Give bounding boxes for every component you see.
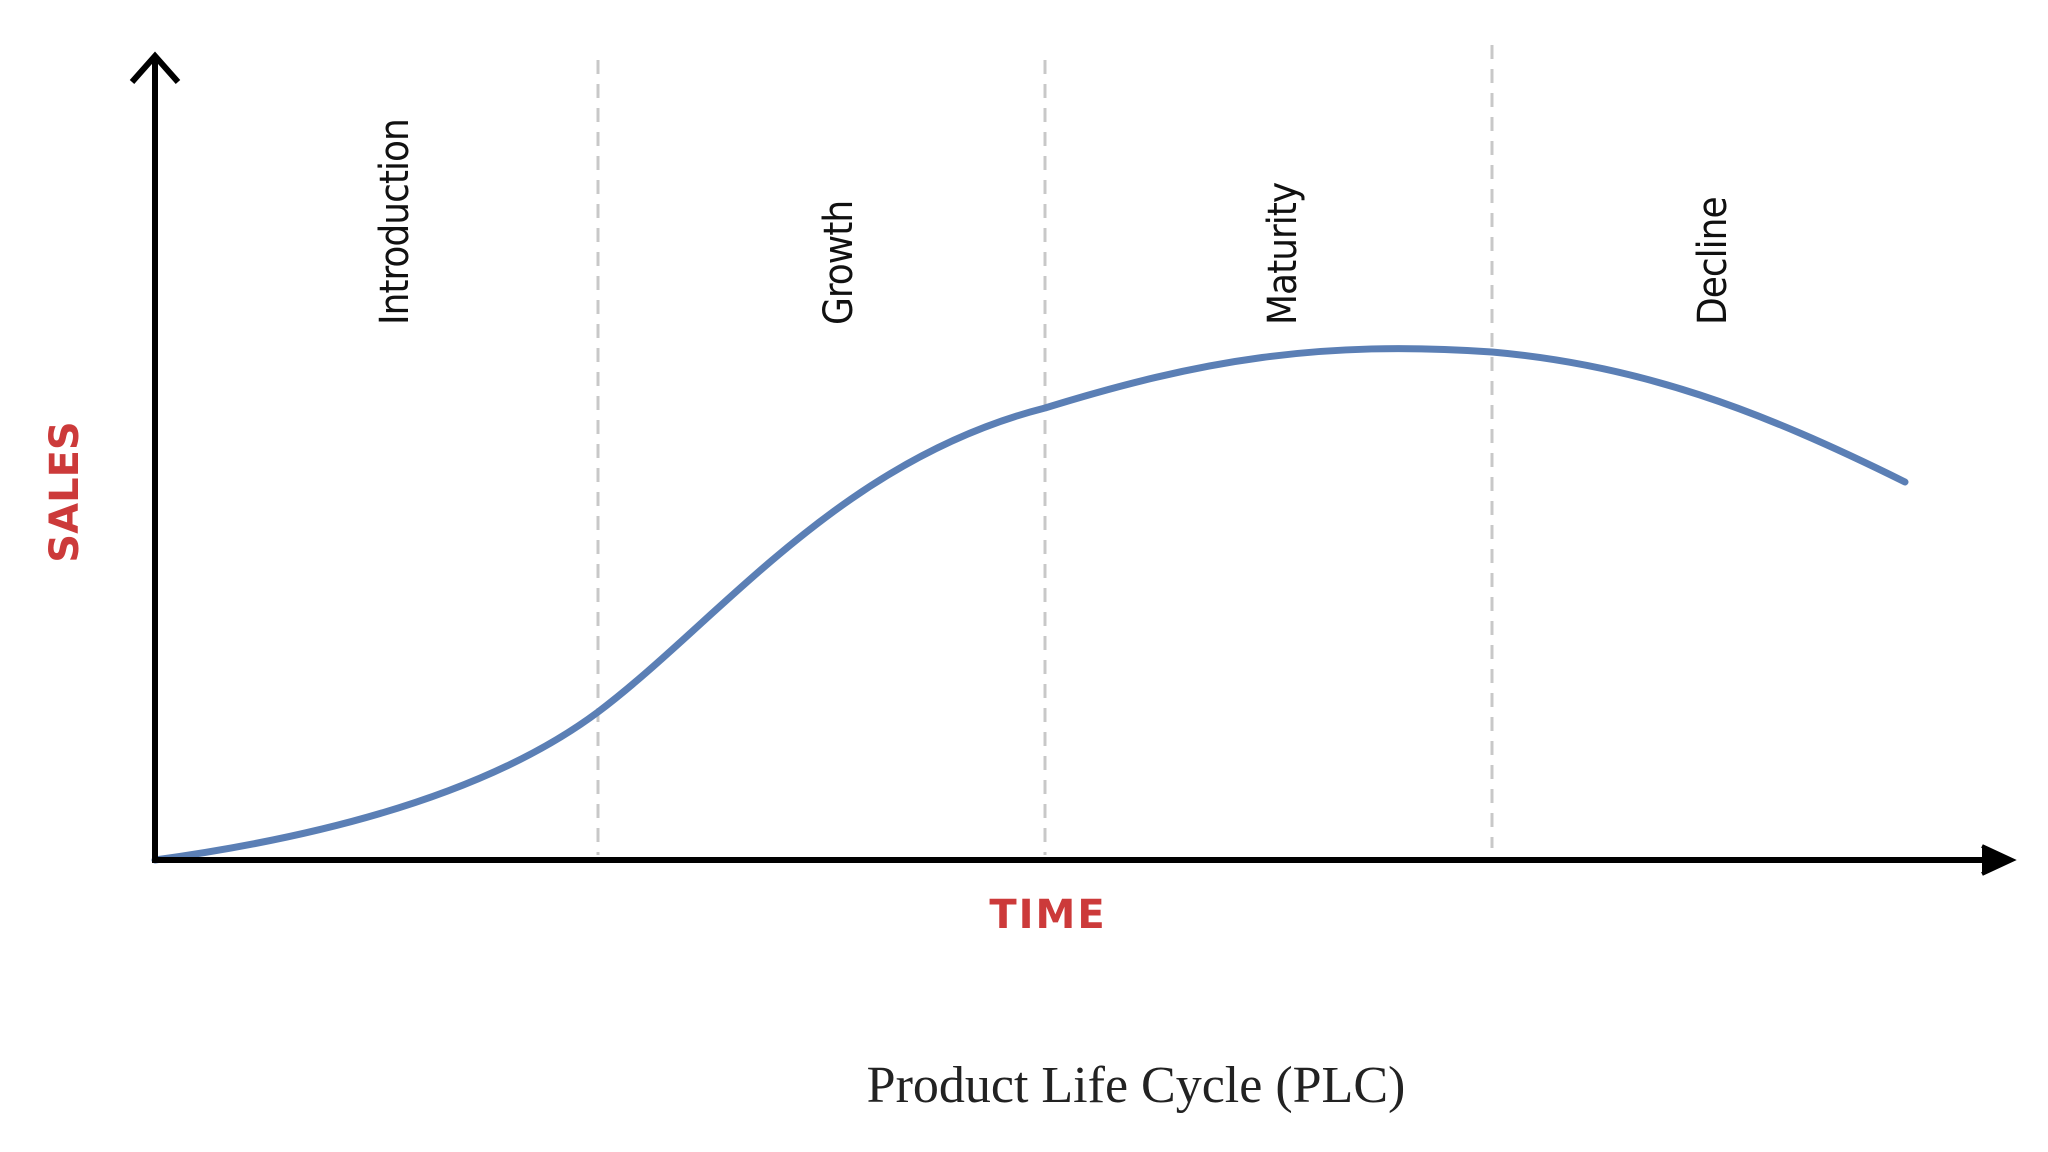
stage-label-introduction: Introduction bbox=[372, 119, 418, 325]
stage-label-decline: Decline bbox=[1690, 197, 1736, 325]
axes bbox=[152, 60, 2005, 863]
stage-label-maturity: Maturity bbox=[1260, 182, 1306, 325]
x-axis-label: TIME bbox=[989, 892, 1106, 938]
stage-dividers bbox=[596, 45, 1494, 855]
x-axis-arrowhead bbox=[1981, 844, 2017, 876]
y-axis-arrowhead bbox=[129, 51, 181, 84]
diagram-caption: Product Life Cycle (PLC) bbox=[867, 1057, 1406, 1114]
stage-label-growth: Growth bbox=[816, 201, 862, 325]
y-axis-label: SALES bbox=[42, 421, 88, 562]
sales-curve bbox=[151, 345, 1909, 864]
